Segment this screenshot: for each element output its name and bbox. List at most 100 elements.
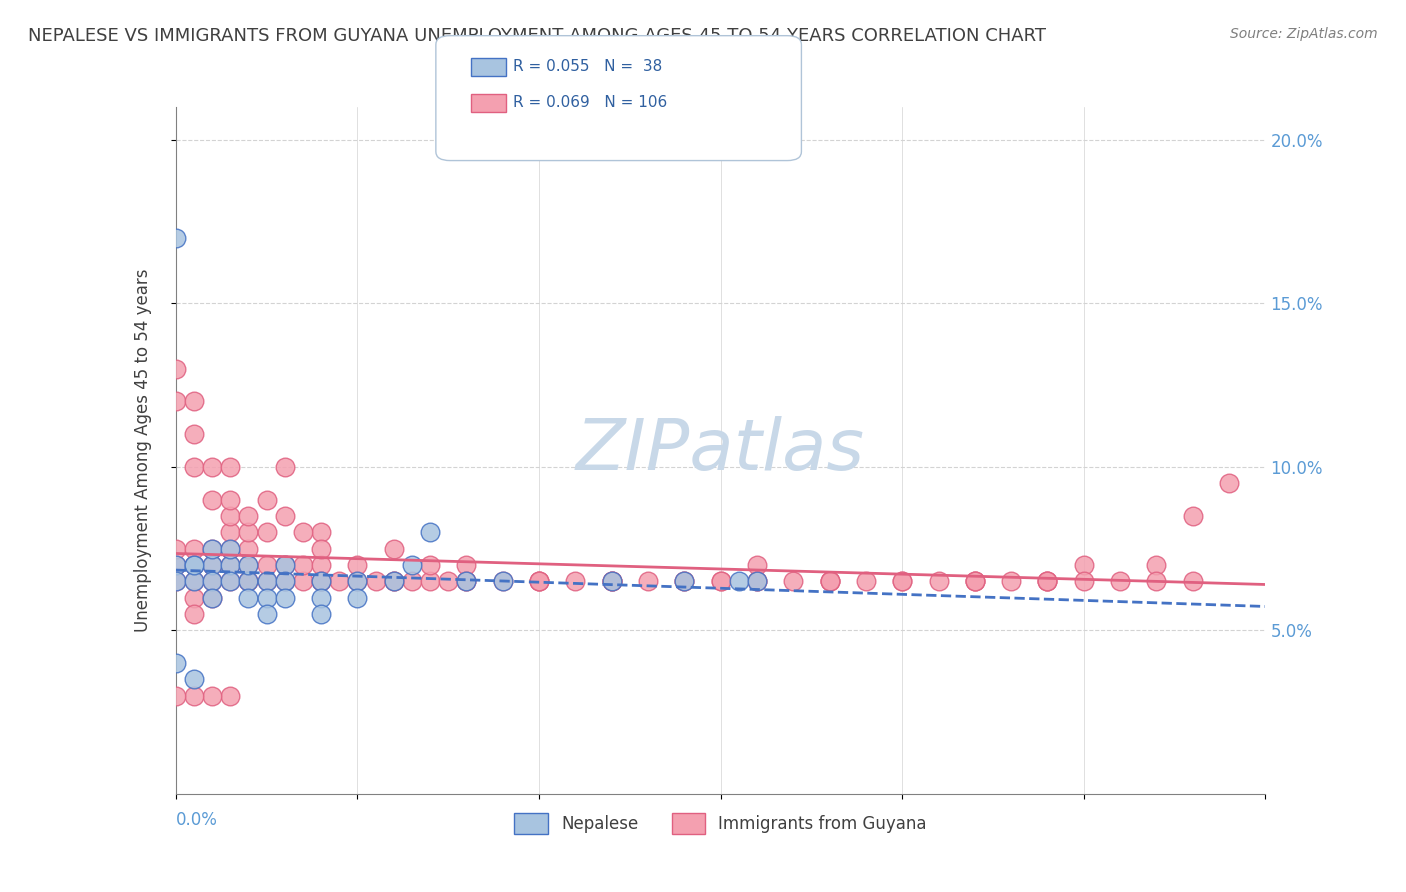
Point [274,574,297,589]
Point [219,492,242,507]
Point [855,574,877,589]
Point [600,574,623,589]
Point [183,541,205,556]
Point [527,574,550,589]
Text: Source: ZipAtlas.com: Source: ZipAtlas.com [1230,27,1378,41]
Point [183,459,205,474]
Point [818,574,841,589]
Point [238,574,260,589]
Point [600,574,623,589]
Text: 0.0%: 0.0% [176,811,218,829]
Point [527,574,550,589]
Point [201,459,224,474]
Point [727,574,749,589]
Text: NEPALESE VS IMMIGRANTS FROM GUYANA UNEMPLOYMENT AMONG AGES 45 TO 54 YEARS CORREL: NEPALESE VS IMMIGRANTS FROM GUYANA UNEMP… [28,27,1046,45]
Point [745,574,768,589]
Point [963,574,986,589]
Point [183,558,205,572]
Point [782,574,804,589]
Point [238,508,260,523]
Point [291,525,314,540]
Point [1181,508,1204,523]
Point [328,574,350,589]
Point [710,574,733,589]
Point [165,689,187,703]
Point [201,574,224,589]
Point [256,574,278,589]
Point [183,574,205,589]
Point [219,541,242,556]
Point [165,656,187,670]
Point [201,558,224,572]
Point [309,574,332,589]
Point [1073,574,1095,589]
Point [346,591,368,605]
Point [1073,558,1095,572]
Point [745,558,768,572]
Point [183,558,205,572]
Point [165,558,187,572]
Point [219,558,242,572]
Point [309,574,332,589]
Point [274,574,297,589]
Point [346,574,368,589]
Point [238,574,260,589]
Point [183,591,205,605]
Point [256,574,278,589]
Point [818,574,841,589]
Point [419,525,441,540]
Point [600,574,623,589]
Point [219,459,242,474]
Point [256,591,278,605]
Point [238,558,260,572]
Point [238,558,260,572]
Point [673,574,696,589]
Point [256,492,278,507]
Point [274,459,297,474]
Point [165,558,187,572]
Point [291,574,314,589]
Point [309,525,332,540]
Point [201,591,224,605]
Point [673,574,696,589]
Point [928,574,950,589]
Y-axis label: Unemployment Among Ages 45 to 54 years: Unemployment Among Ages 45 to 54 years [134,268,152,632]
Point [309,574,332,589]
Point [401,558,423,572]
Point [238,591,260,605]
Point [419,558,441,572]
Point [219,525,242,540]
Point [274,558,297,572]
Point [183,427,205,442]
Point [564,574,586,589]
Point [165,541,187,556]
Point [183,394,205,409]
Point [219,689,242,703]
Point [346,574,368,589]
Point [165,231,187,245]
Point [710,574,733,589]
Point [183,607,205,621]
Point [456,574,478,589]
Point [637,574,659,589]
Point [183,689,205,703]
Point [673,574,696,589]
Point [527,574,550,589]
Point [309,558,332,572]
Point [309,541,332,556]
Point [238,525,260,540]
Point [382,574,405,589]
Point [219,558,242,572]
Point [745,574,768,589]
Point [1109,574,1132,589]
Point [256,607,278,621]
Point [1036,574,1059,589]
Point [201,591,224,605]
Point [291,558,314,572]
Point [456,574,478,589]
Point [963,574,986,589]
Point [1000,574,1022,589]
Point [364,574,387,589]
Point [419,574,441,589]
Point [165,361,187,376]
